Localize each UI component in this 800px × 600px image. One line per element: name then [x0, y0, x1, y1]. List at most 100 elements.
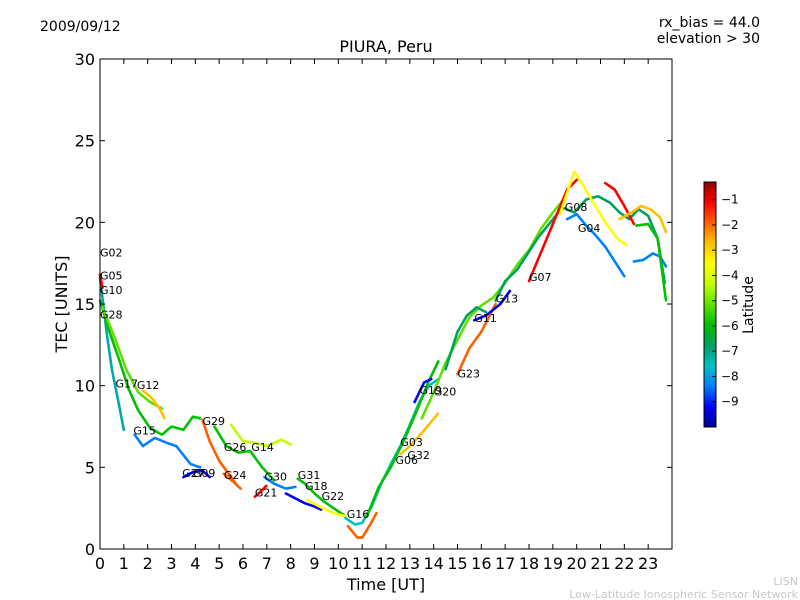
satellite-label-G22: G22: [322, 490, 345, 503]
satellite-label-G26: G26: [224, 441, 247, 454]
series-arc-q: [346, 511, 378, 539]
satellite-label-G02: G02: [100, 247, 123, 260]
colorbar-tick-label: −1: [721, 193, 739, 207]
series-arc-ag: [634, 222, 668, 303]
series-arc-f: [141, 389, 166, 420]
x-tick-label: 7: [262, 554, 272, 573]
x-axis-label: Time [UT]: [346, 575, 425, 594]
series-arc-n: [296, 477, 347, 518]
satellite-label-G05: G05: [100, 270, 123, 283]
x-tick-label: 21: [590, 554, 610, 573]
colorbar-tick-label: −7: [721, 344, 739, 358]
satellite-label-G18: G18: [305, 480, 328, 493]
series-arc-ac: [565, 212, 626, 278]
satellite-label-G23: G23: [458, 368, 481, 381]
series-arc-z: [494, 194, 667, 303]
x-ticks: 0 1 2 3 4 5 6 7 8 9 10 11 12 13 14 15 16 17 18 19 20 21 22 23: [95, 59, 658, 573]
satellite-label-G12: G12: [137, 379, 160, 392]
footer-acronym: LISN: [773, 575, 798, 588]
series-arc-x: [456, 302, 497, 376]
x-tick-label: 1: [119, 554, 129, 573]
y-tick-label: 30: [75, 50, 95, 69]
satellite-label-G11: G11: [474, 312, 497, 325]
date-label: 2009/09/12: [40, 19, 121, 35]
satellite-label-G27: G27: [182, 467, 205, 480]
satellite-label-G20: G20: [434, 386, 457, 399]
series-arc-t: [398, 412, 440, 456]
x-tick-label: 5: [214, 554, 224, 573]
series-arc-l: [263, 475, 297, 490]
chart-title: PIURA, Peru: [339, 37, 432, 56]
satellite-label-G21: G21: [255, 487, 278, 500]
x-tick-label: 0: [95, 554, 105, 573]
x-tick-label: 8: [286, 554, 296, 573]
x-tick-label: 3: [166, 554, 176, 573]
y-tick-label: 25: [75, 132, 95, 151]
x-tick-label: 22: [614, 554, 634, 573]
satellite-label-G24: G24: [224, 469, 247, 482]
x-tick-label: 6: [238, 554, 248, 573]
colorbar-tick-label: −6: [721, 319, 739, 333]
satellite-label-G32: G32: [407, 449, 430, 462]
x-tick-label: 12: [376, 554, 396, 573]
series-arc-o: [284, 492, 323, 512]
series-arc-ab: [558, 170, 629, 247]
series-arc-aa: [527, 178, 579, 283]
series-arc-p: [306, 498, 347, 518]
satellite-label-G16: G16: [347, 508, 370, 521]
colorbar-label: Latitude: [741, 276, 757, 334]
series-arc-h: [213, 425, 276, 482]
y-tick-label: 5: [85, 458, 95, 477]
series-arc-w: [444, 305, 488, 371]
satellite-label-G09: G09: [193, 467, 216, 480]
satellite-label-G03: G03: [400, 436, 423, 449]
satellite-label-G10: G10: [100, 284, 123, 297]
series-arc-m: [253, 483, 269, 499]
y-tick-label: 15: [75, 295, 95, 314]
series-arc-k: [222, 472, 242, 490]
colorbar-tick-label: −4: [721, 268, 739, 282]
x-tick-label: 13: [400, 554, 420, 573]
series-arc-v: [420, 199, 564, 420]
series-arc-d: [133, 433, 202, 469]
satellite-label-G14: G14: [251, 441, 274, 454]
elevation-label: elevation > 30: [657, 31, 760, 47]
satellite-label-G30: G30: [265, 470, 288, 483]
satellite-label-G07: G07: [529, 271, 552, 284]
satellite-label-G19: G19: [419, 384, 442, 397]
colorbar-tick-label: −9: [721, 395, 739, 409]
series-arc-y: [472, 289, 512, 322]
y-tick-label: 0: [85, 540, 95, 559]
satellite-label-G08: G08: [565, 201, 588, 214]
x-tick-label: 9: [309, 554, 319, 573]
series-arc-ae: [618, 204, 668, 234]
x-tick-label: 23: [638, 554, 658, 573]
x-tick-label: 16: [471, 554, 491, 573]
footer-network-name: Low-Latitude Ionospheric Sensor Network: [569, 588, 798, 600]
series-arc-j: [182, 469, 211, 479]
y-ticks: 0 5 10 15 20 25 30: [75, 50, 672, 559]
series-arc-g: [201, 418, 238, 486]
colorbar-tick-label: −3: [721, 243, 739, 257]
x-tick-label: 14: [423, 554, 443, 573]
series-arc-i: [229, 423, 293, 448]
y-tick-label: 20: [75, 213, 95, 232]
x-tick-label: 11: [352, 554, 372, 573]
x-tick-label: 15: [447, 554, 467, 573]
colorbar-tick-label: −8: [721, 369, 739, 383]
colorbar: [703, 181, 717, 428]
x-tick-label: 10: [328, 554, 348, 573]
x-tick-label: 17: [495, 554, 515, 573]
x-tick-label: 4: [190, 554, 200, 573]
satellite-label-G17: G17: [116, 377, 139, 390]
y-axis-label: TEC [UNITS]: [52, 256, 71, 354]
series-arc-u: [413, 377, 433, 404]
series-layer: [98, 170, 668, 539]
satellite-label-G06: G06: [396, 454, 419, 467]
satellite-label-G04: G04: [578, 222, 601, 235]
series-arc-c: [101, 305, 164, 410]
satellite-label-G29: G29: [203, 415, 226, 428]
series-arc-af: [632, 252, 668, 268]
